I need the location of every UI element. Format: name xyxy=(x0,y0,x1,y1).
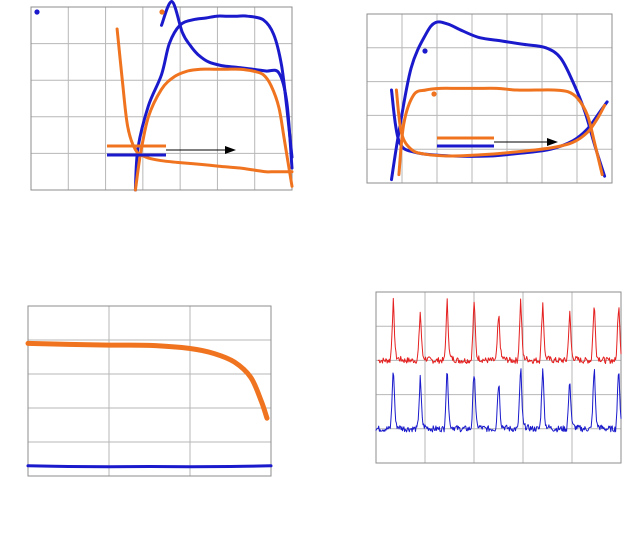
series-line-1 xyxy=(377,297,622,364)
plot-frame xyxy=(27,305,272,477)
chart-top-right xyxy=(366,13,613,184)
marker-orange-dot xyxy=(431,91,437,97)
plot-frame xyxy=(30,6,293,191)
chart-bottom-right xyxy=(375,291,622,464)
plot-frame xyxy=(366,13,613,184)
series-group xyxy=(375,297,622,433)
series-line-1 xyxy=(25,340,270,421)
plot-frame xyxy=(375,291,622,464)
series-group xyxy=(25,340,273,469)
gridlines xyxy=(376,292,621,463)
gridlines xyxy=(28,306,271,476)
series-line-2 xyxy=(26,464,273,469)
series-line-1 xyxy=(390,88,609,158)
marker-blue-dot xyxy=(422,48,428,54)
chart-top-left xyxy=(30,0,294,192)
marker-orange-dot xyxy=(159,9,165,15)
gridlines xyxy=(31,7,292,190)
series-group xyxy=(390,20,609,182)
series-line-3 xyxy=(397,86,604,177)
series-line-4 xyxy=(133,67,294,192)
series-line-4 xyxy=(394,88,607,158)
series-line-2 xyxy=(375,368,622,433)
series-line-3 xyxy=(115,27,294,174)
chart-bottom-left xyxy=(25,305,273,477)
series-line-2 xyxy=(133,14,294,192)
series-group xyxy=(115,0,294,192)
legend-arrow-head xyxy=(225,146,236,154)
series-line-2 xyxy=(390,20,607,182)
series-line-1 xyxy=(160,0,294,170)
legend-arrow-head xyxy=(547,138,558,146)
marker-blue-dot xyxy=(34,9,40,15)
